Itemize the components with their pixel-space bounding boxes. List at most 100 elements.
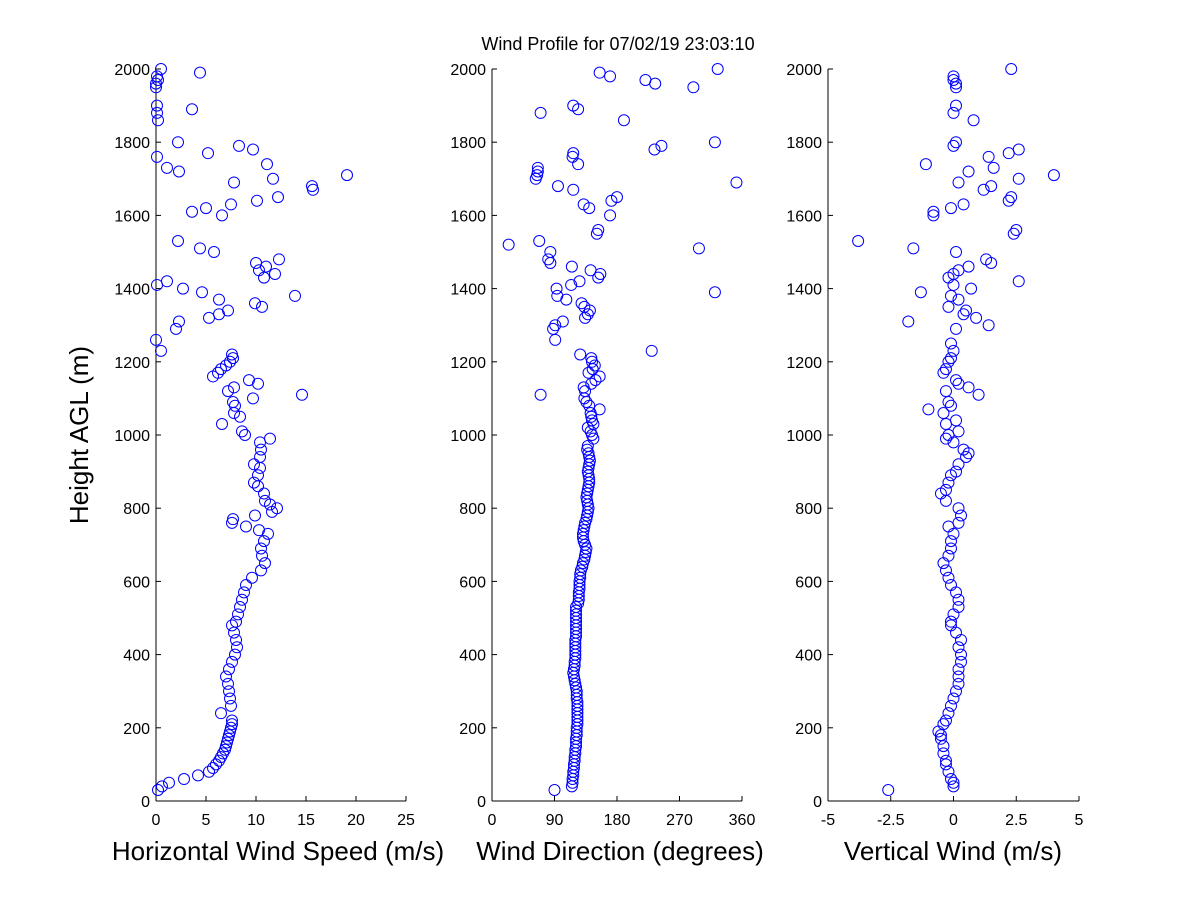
direction-data-point [593,403,606,416]
direction-data-point [574,348,587,361]
vertical-data-point [952,677,965,690]
speed-data-point [226,718,238,731]
speed-data-point [233,139,245,152]
vertical-data-point [1010,224,1023,237]
speed-data-point [192,769,204,782]
direction-data-point [578,300,591,313]
vertical-y-tick-label: 0 [813,794,822,811]
speed-y-tick-label: 2000 [114,62,150,79]
direction-data-point [567,147,580,160]
direction-data-point [576,560,589,573]
speed-x-tick-label: 15 [297,812,315,829]
speed-data-point [255,542,267,555]
vertical-data-point [942,549,955,562]
speed-data-point [248,458,260,471]
direction-x-tick-label: 0 [488,812,497,829]
vertical-data-point [950,414,963,427]
speed-data-point [256,549,268,562]
vertical-data-point [950,374,963,387]
speed-data-point [228,176,240,189]
direction-data-point [708,286,721,299]
vertical-data-point [1007,227,1020,240]
speed-data-point [225,699,237,712]
speed-data-point [215,707,227,720]
direction-x-tick-label: 180 [604,812,631,829]
speed-data-point [173,165,185,178]
direction-data-point [574,568,587,581]
direction-data-point [578,520,591,533]
speed-data-point [232,608,244,621]
direction-x-tick-label: 90 [546,812,564,829]
speed-data-point [239,429,251,441]
vertical-data-point [914,286,927,299]
vertical-y-tick-label: 600 [795,574,822,591]
speed-data-point [186,205,198,218]
speed-data-point [151,70,163,83]
vertical-data-point [985,180,998,193]
speed-data-point [252,469,264,482]
speed-data-point [254,450,266,463]
speed-data-point [289,289,301,302]
speed-data-point [249,509,261,522]
direction-data-point [549,319,562,332]
vertical-data-point [927,209,940,222]
direction-data-point [604,209,617,222]
vertical-data-point [939,754,952,767]
speed-data-point [258,535,270,548]
direction-data-point [570,604,583,617]
speed-data-point [173,315,185,328]
vertical-data-point [952,601,965,614]
vertical-data-point [955,509,968,522]
vertical-data-point [939,564,952,577]
vertical-data-point [970,311,983,324]
direction-data-point [604,70,617,83]
speed-data-point [227,513,239,526]
direction-data-point [583,454,596,467]
vertical-data-point [952,641,965,654]
speed-data-point [341,169,353,182]
direction-data-point [534,388,547,401]
direction-data-point [617,114,630,127]
direction-data-point [577,198,590,211]
vertical-data-point [939,483,952,496]
direction-y-tick-label: 1800 [450,135,486,152]
direction-data-point [551,180,564,193]
vertical-data-point [950,136,963,149]
vertical-data-point [944,542,957,555]
speed-data-point [230,633,242,646]
direction-x-tick-label: 360 [729,812,756,829]
speed-data-point [273,253,285,266]
direction-data-point [645,344,658,357]
speed-y-tick-label: 1600 [114,208,150,225]
vertical-data-point [947,70,960,83]
speed-data-point [226,348,238,361]
speed-x-tick-label: 25 [397,812,415,829]
direction-data-point [584,264,597,277]
direction-data-point [534,106,547,119]
vertical-data-point [972,388,985,401]
vertical-data-point [942,571,955,584]
vertical-data-point [1047,169,1060,182]
vertical-data-point [1012,275,1025,288]
vertical-data-point [962,260,975,273]
speed-data-point [200,202,212,215]
direction-x-tick-label: 270 [666,812,693,829]
vertical-data-point [965,282,978,295]
speed-data-point [161,161,173,174]
direction-data-point [556,315,569,328]
panel-vertical: 0 200 400 600 800 1000 1200 1400 1600 1800 2000 -5 -… [786,62,1083,866]
speed-x-tick-label: 20 [347,812,365,829]
direction-data-point [551,289,564,302]
speed-data-point [151,99,163,112]
vertical-data-point [919,158,932,171]
speed-data-point [226,655,238,668]
speed-data-point [267,172,279,185]
direction-data-point [589,374,602,387]
vertical-data-point [950,322,963,335]
speed-data-point [234,601,246,614]
direction-data-point [588,359,601,372]
speed-data-point [264,432,276,445]
vertical-data-point [942,300,955,313]
